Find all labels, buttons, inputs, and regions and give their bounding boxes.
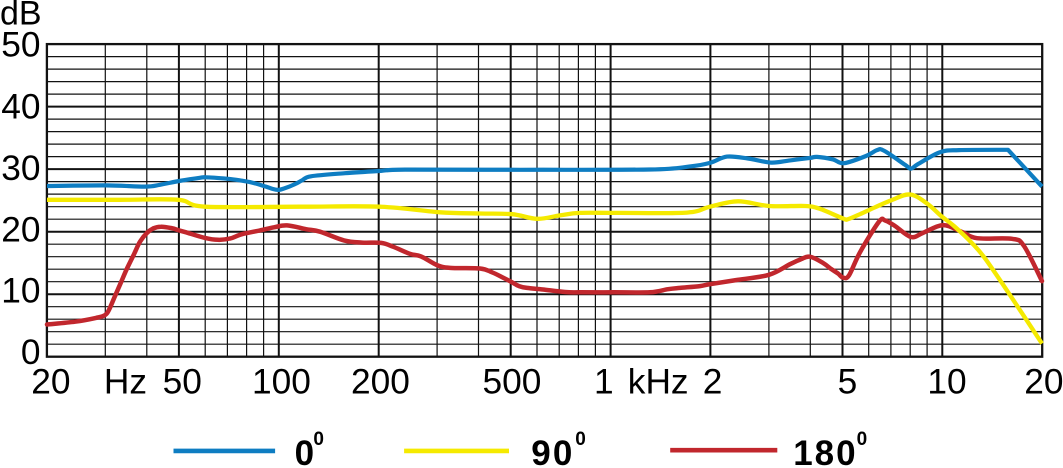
svg-text:10: 10 (1, 271, 40, 310)
svg-text:50: 50 (163, 363, 202, 402)
svg-text:0: 0 (313, 429, 324, 450)
svg-text:5: 5 (838, 363, 858, 402)
svg-text:0: 0 (21, 333, 41, 372)
svg-text:30: 30 (1, 149, 40, 188)
svg-text:50: 50 (1, 26, 40, 65)
svg-text:1: 1 (594, 363, 614, 402)
svg-text:2: 2 (703, 363, 723, 402)
svg-text:10: 10 (927, 363, 966, 402)
svg-text:180: 180 (793, 434, 857, 468)
svg-text:20: 20 (31, 363, 70, 402)
svg-text:dB: dB (0, 0, 42, 33)
svg-text:100: 100 (252, 363, 311, 402)
svg-text:kHz: kHz (628, 363, 689, 402)
svg-text:0: 0 (295, 434, 314, 468)
svg-text:40: 40 (1, 88, 40, 127)
svg-text:20: 20 (1, 211, 40, 250)
svg-text:200: 200 (351, 363, 410, 402)
svg-text:90: 90 (531, 434, 574, 468)
svg-text:20: 20 (1024, 363, 1063, 402)
svg-text:500: 500 (483, 363, 542, 402)
svg-text:0: 0 (857, 429, 868, 450)
svg-text:0: 0 (575, 429, 586, 450)
svg-text:Hz: Hz (104, 363, 147, 402)
